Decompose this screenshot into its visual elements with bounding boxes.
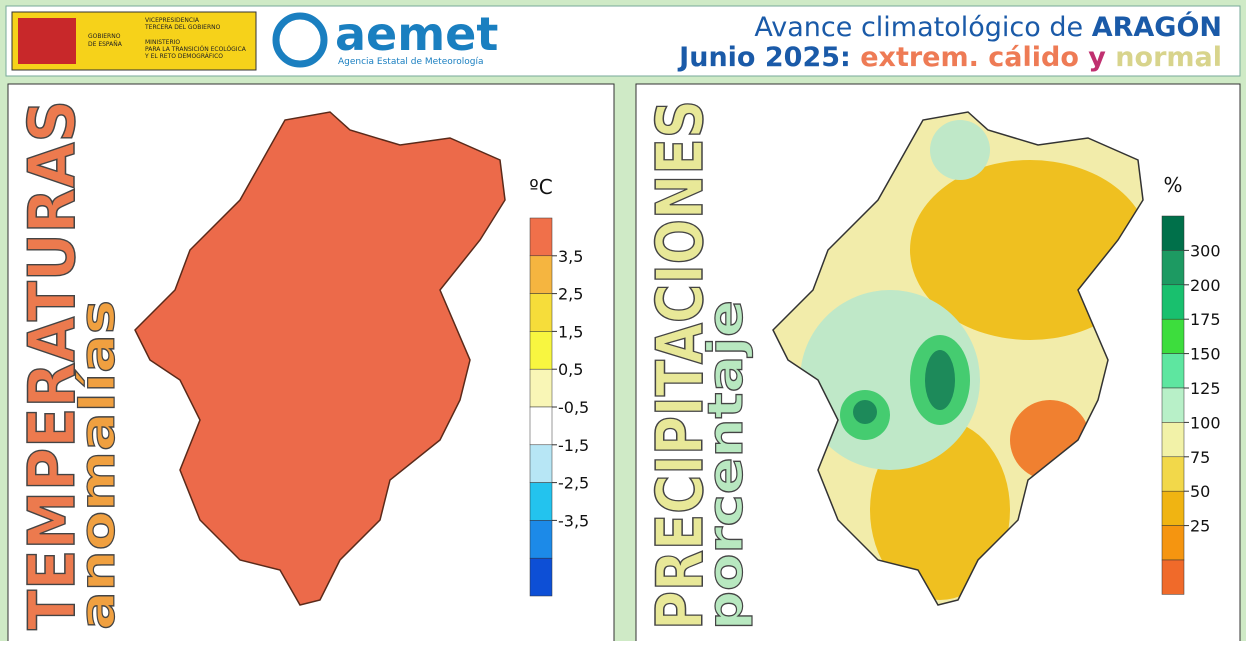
legend-swatch: [1161, 318, 1185, 354]
legend-swatch: [529, 520, 553, 559]
title-region: ARAGÓN: [1092, 11, 1222, 43]
legend-label: 175: [1190, 310, 1221, 329]
legend-label: 0,5: [558, 360, 583, 379]
title-text: Avance climatológico de: [754, 12, 1091, 43]
legend-swatch: [1161, 215, 1185, 251]
legend-label: 100: [1190, 413, 1221, 432]
legend-swatch: [529, 331, 553, 370]
legend-label: 125: [1190, 379, 1221, 398]
legend-swatch: [1161, 353, 1185, 389]
title-text: y: [1079, 42, 1115, 73]
temp-class: extrem. cálido: [860, 42, 1079, 73]
title-line1: Avance climatológico de ARAGÓN: [754, 11, 1222, 43]
legend-swatch: [529, 444, 553, 483]
gov-text: GOBIERNO: [88, 33, 121, 40]
panel-title: TEMPERATURAS: [16, 100, 90, 630]
gov-text: MINISTERIO: [145, 39, 180, 46]
agency: Agencia Estatal de Meteorología: [338, 57, 484, 67]
legend-label: 50: [1190, 482, 1210, 501]
legend-label: 2,5: [558, 285, 583, 304]
legend-swatch: [1161, 490, 1185, 526]
gov-text: VICEPRESIDENCIA: [145, 17, 200, 24]
legend-swatch: [529, 217, 553, 257]
aemet-logo: [272, 12, 328, 68]
legend-swatch: [1161, 387, 1185, 423]
gov-text: Y EL RETO DEMOGRÁFICO: [144, 53, 223, 60]
panel-subtitle: anomalías: [70, 300, 126, 630]
legend-label: 75: [1190, 448, 1210, 467]
gov-text: DE ESPAÑA: [88, 41, 123, 48]
legend-swatch: [1161, 422, 1185, 458]
panel-title: PRECIPITACIONES: [644, 100, 718, 630]
legend-swatch: [529, 557, 553, 597]
legend-label: -2,5: [558, 474, 589, 493]
legend-swatch: [529, 293, 553, 332]
legend-label: 3,5: [558, 247, 583, 266]
legend-swatch: [1161, 250, 1185, 286]
legend-label: 200: [1190, 276, 1221, 295]
legend-label: 300: [1190, 241, 1221, 260]
panel-subtitle: porcentaje: [698, 300, 754, 630]
legend-swatch: [529, 368, 553, 408]
legend-swatch: [529, 255, 553, 294]
title-line2: Junio 2025: extrem. cálido y normal: [677, 42, 1222, 73]
legend-swatch: [529, 406, 553, 446]
legend-label: 25: [1190, 517, 1210, 536]
legend-label: 1,5: [558, 322, 583, 341]
legend-swatch: [1161, 525, 1185, 561]
coat-of-arms: [18, 18, 76, 64]
legend-swatch: [1161, 456, 1185, 492]
legend-label: -0,5: [558, 398, 589, 417]
legend-label: -1,5: [558, 436, 589, 455]
legend-label: 150: [1190, 345, 1221, 364]
legend-swatch: [529, 482, 553, 521]
legend-swatch: [1161, 559, 1185, 595]
brand: aemet: [335, 7, 498, 61]
legend-swatch: [1161, 284, 1185, 320]
legend-unit: ºC: [529, 175, 552, 199]
gov-text: TERCERA DEL GOBIERNO: [144, 24, 221, 31]
gov-text: PARA LA TRANSICIÓN ECOLÓGICA: [145, 46, 247, 53]
precip-class: normal: [1115, 42, 1222, 73]
legend-unit: %: [1163, 173, 1182, 197]
title-text: Junio 2025:: [677, 42, 860, 73]
legend-label: -3,5: [558, 511, 589, 530]
